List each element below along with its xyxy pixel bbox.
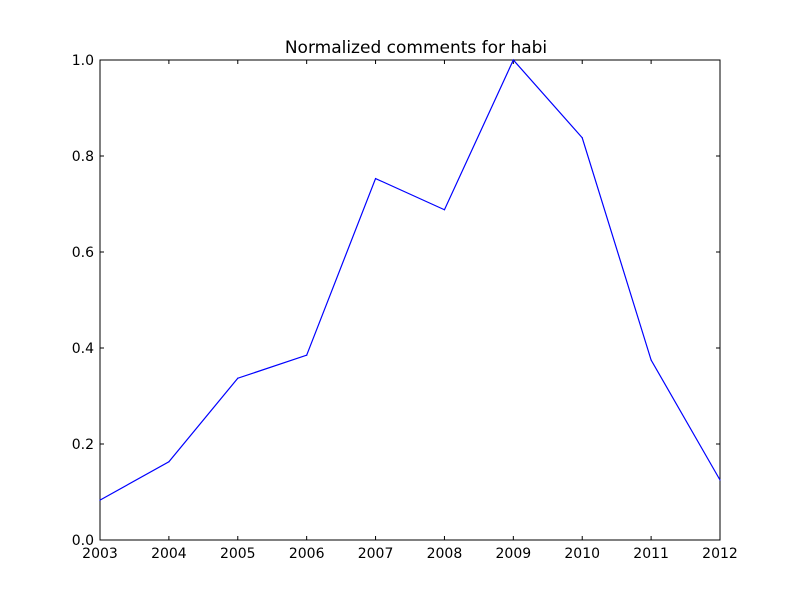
x-tick-label: 2011 xyxy=(633,546,669,562)
data-point xyxy=(650,359,652,361)
data-point xyxy=(306,354,308,356)
y-tick-label: 0.8 xyxy=(72,149,94,165)
x-tick-label: 2004 xyxy=(151,546,187,562)
data-point xyxy=(512,59,514,61)
y-tick-label: 0.6 xyxy=(72,245,94,261)
data-point xyxy=(237,377,239,379)
y-tick-label: 0.0 xyxy=(72,533,94,549)
x-tick-label: 2010 xyxy=(564,546,600,562)
y-tick-label: 0.2 xyxy=(72,437,94,453)
x-axis: 2003 2004 2005 2006 2007 2008 2009 2010 2011 2012 xyxy=(82,60,738,562)
x-tick-label: 2012 xyxy=(702,546,738,562)
data-point xyxy=(168,461,170,463)
x-tick-label: 2008 xyxy=(427,546,463,562)
data-point xyxy=(374,177,377,180)
x-tick-label: 2009 xyxy=(496,546,532,562)
x-tick-label: 2005 xyxy=(220,546,256,562)
data-point xyxy=(719,479,721,481)
plot-area-frame xyxy=(99,59,721,541)
y-tick-label: 0.4 xyxy=(72,341,94,357)
y-axis: 0.0 0.2 0.4 0.6 0.8 1.0 xyxy=(72,53,720,549)
chart-title: Normalized comments for habi xyxy=(285,38,547,58)
data-point xyxy=(443,209,446,211)
series-group xyxy=(99,58,721,501)
x-tick-label: 2007 xyxy=(358,546,394,562)
y-tick-label: 1.0 xyxy=(72,53,94,69)
x-tick-label: 2006 xyxy=(289,546,325,562)
data-point xyxy=(581,137,583,139)
series-line xyxy=(99,58,721,501)
data-point xyxy=(99,499,101,501)
x-tick-label: 2003 xyxy=(82,546,118,562)
